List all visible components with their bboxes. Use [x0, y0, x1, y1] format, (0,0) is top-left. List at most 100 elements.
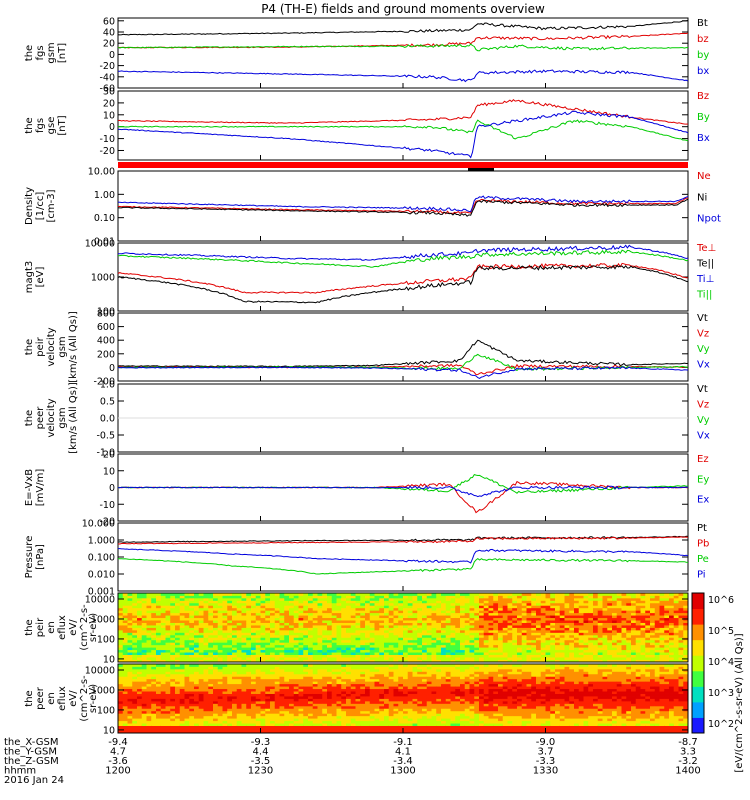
spectrogram-cell: [122, 705, 128, 709]
spectrogram-cell: [284, 678, 290, 682]
spectrogram-cell: [260, 705, 266, 709]
spectrogram-cell: [151, 725, 157, 729]
spectrogram-cell: [260, 634, 266, 638]
spectrogram-cell: [441, 600, 447, 604]
spectrogram-cell: [213, 715, 219, 719]
spectrogram-cell: [645, 615, 651, 619]
spectrogram-cell: [298, 610, 304, 614]
spectrogram-cell: [607, 634, 613, 638]
spectrogram-cell: [673, 620, 679, 623]
spectrogram-cell: [493, 644, 499, 648]
spectrogram-cell: [160, 681, 166, 685]
spectrogram-cell: [122, 700, 128, 704]
spectrogram-cell: [583, 644, 589, 648]
spectrogram-cell: [322, 725, 328, 729]
spectrogram-cell: [474, 659, 480, 663]
spectrogram-cell: [241, 700, 247, 704]
spectrogram-cell: [512, 647, 518, 651]
spectrogram-cell: [189, 622, 195, 626]
spectrogram-cell: [640, 659, 646, 663]
spectrogram-cell: [227, 607, 233, 611]
spectrogram-cell: [583, 637, 589, 641]
spectrogram-cell: [208, 632, 214, 636]
spectrogram-cell: [621, 642, 627, 646]
spectrogram-cell: [284, 652, 290, 655]
spectrogram-cell: [588, 629, 594, 633]
spectrogram-cell: [260, 595, 266, 599]
spectrogram-cell: [312, 642, 318, 646]
spectrogram-cell: [213, 676, 219, 680]
spectrogram-cell: [160, 671, 166, 675]
spectrogram-cell: [122, 698, 128, 702]
spectrogram-cell: [274, 600, 280, 604]
spectrogram-cell: [327, 666, 333, 670]
spectrogram-cell: [602, 597, 608, 601]
spectrogram-cell: [255, 597, 261, 601]
spectrogram-cell: [398, 595, 404, 599]
spectrogram-cell: [298, 720, 304, 724]
spectrogram-cell: [175, 713, 181, 717]
spectrogram-cell: [431, 620, 437, 623]
spectrogram-cell: [270, 629, 276, 633]
spectrogram-cell: [213, 664, 219, 667]
spectrogram-cell: [156, 602, 162, 606]
y-axis-label: [km/s (All Qs)]: [68, 311, 79, 383]
spectrogram-cell: [597, 659, 603, 663]
spectrogram-cell: [360, 649, 366, 653]
spectrogram-cell: [284, 657, 290, 660]
spectrogram-cell: [365, 610, 371, 614]
spectrogram-cell: [327, 691, 333, 694]
spectrogram-cell: [341, 610, 347, 614]
spectrogram-cell: [151, 723, 157, 726]
spectrogram-cell: [403, 617, 409, 621]
spectrogram-cell: [213, 688, 219, 692]
spectrogram-cell: [146, 617, 152, 621]
spectrogram-cell: [445, 597, 451, 601]
spectrogram-cell: [360, 617, 366, 621]
spectrogram-cell: [260, 703, 266, 707]
spectrogram-cell: [312, 700, 318, 704]
spectrogram-cell: [127, 703, 133, 707]
spectrogram-cell: [612, 644, 618, 648]
spectrogram-cell: [559, 607, 565, 611]
spectrogram-cell: [222, 625, 228, 628]
spectrogram-cell: [607, 644, 613, 648]
spectrogram-cell: [612, 657, 618, 660]
spectrogram-cell: [531, 602, 537, 606]
spectrogram-cell: [369, 639, 375, 643]
spectrogram-cell: [203, 607, 209, 611]
spectrogram-cell: [151, 686, 157, 690]
spectrogram-cell: [165, 705, 171, 709]
spectrogram-cell: [540, 607, 546, 611]
spectrogram-cell: [246, 705, 252, 709]
spectrogram-cell: [341, 708, 347, 712]
spectrogram-cell: [545, 639, 551, 643]
spectrogram-cell: [431, 595, 437, 599]
spectrogram-cell: [232, 617, 238, 621]
spectrogram-cell: [460, 652, 466, 655]
spectrogram-cell: [232, 703, 238, 707]
spectrogram-cell: [279, 659, 285, 663]
spectrogram-cell: [431, 605, 437, 609]
spectrogram-cell: [536, 627, 542, 631]
spectrogram-cell: [246, 632, 252, 636]
spectrogram-cell: [545, 649, 551, 653]
spectrogram-cell: [260, 632, 266, 636]
spectrogram-cell: [317, 652, 323, 655]
spectrogram-cell: [127, 691, 133, 694]
spectrogram-cell: [122, 625, 128, 628]
spectrogram-cell: [260, 593, 266, 596]
spectrogram-cell: [251, 705, 257, 709]
spectrogram-cell: [574, 602, 580, 606]
spectrogram-cell: [583, 595, 589, 599]
spectrogram-cell: [379, 629, 385, 633]
spectrogram-cell: [469, 627, 475, 631]
spectrogram-cell: [540, 615, 546, 619]
spectrogram-cell: [369, 657, 375, 660]
y-tick-label: -10: [99, 500, 115, 511]
spectrogram-cell: [388, 615, 394, 619]
spectrogram-cell: [322, 652, 328, 655]
spectrogram-cell: [132, 625, 138, 628]
spectrogram-cell: [626, 617, 632, 621]
spectrogram-cell: [498, 634, 504, 638]
